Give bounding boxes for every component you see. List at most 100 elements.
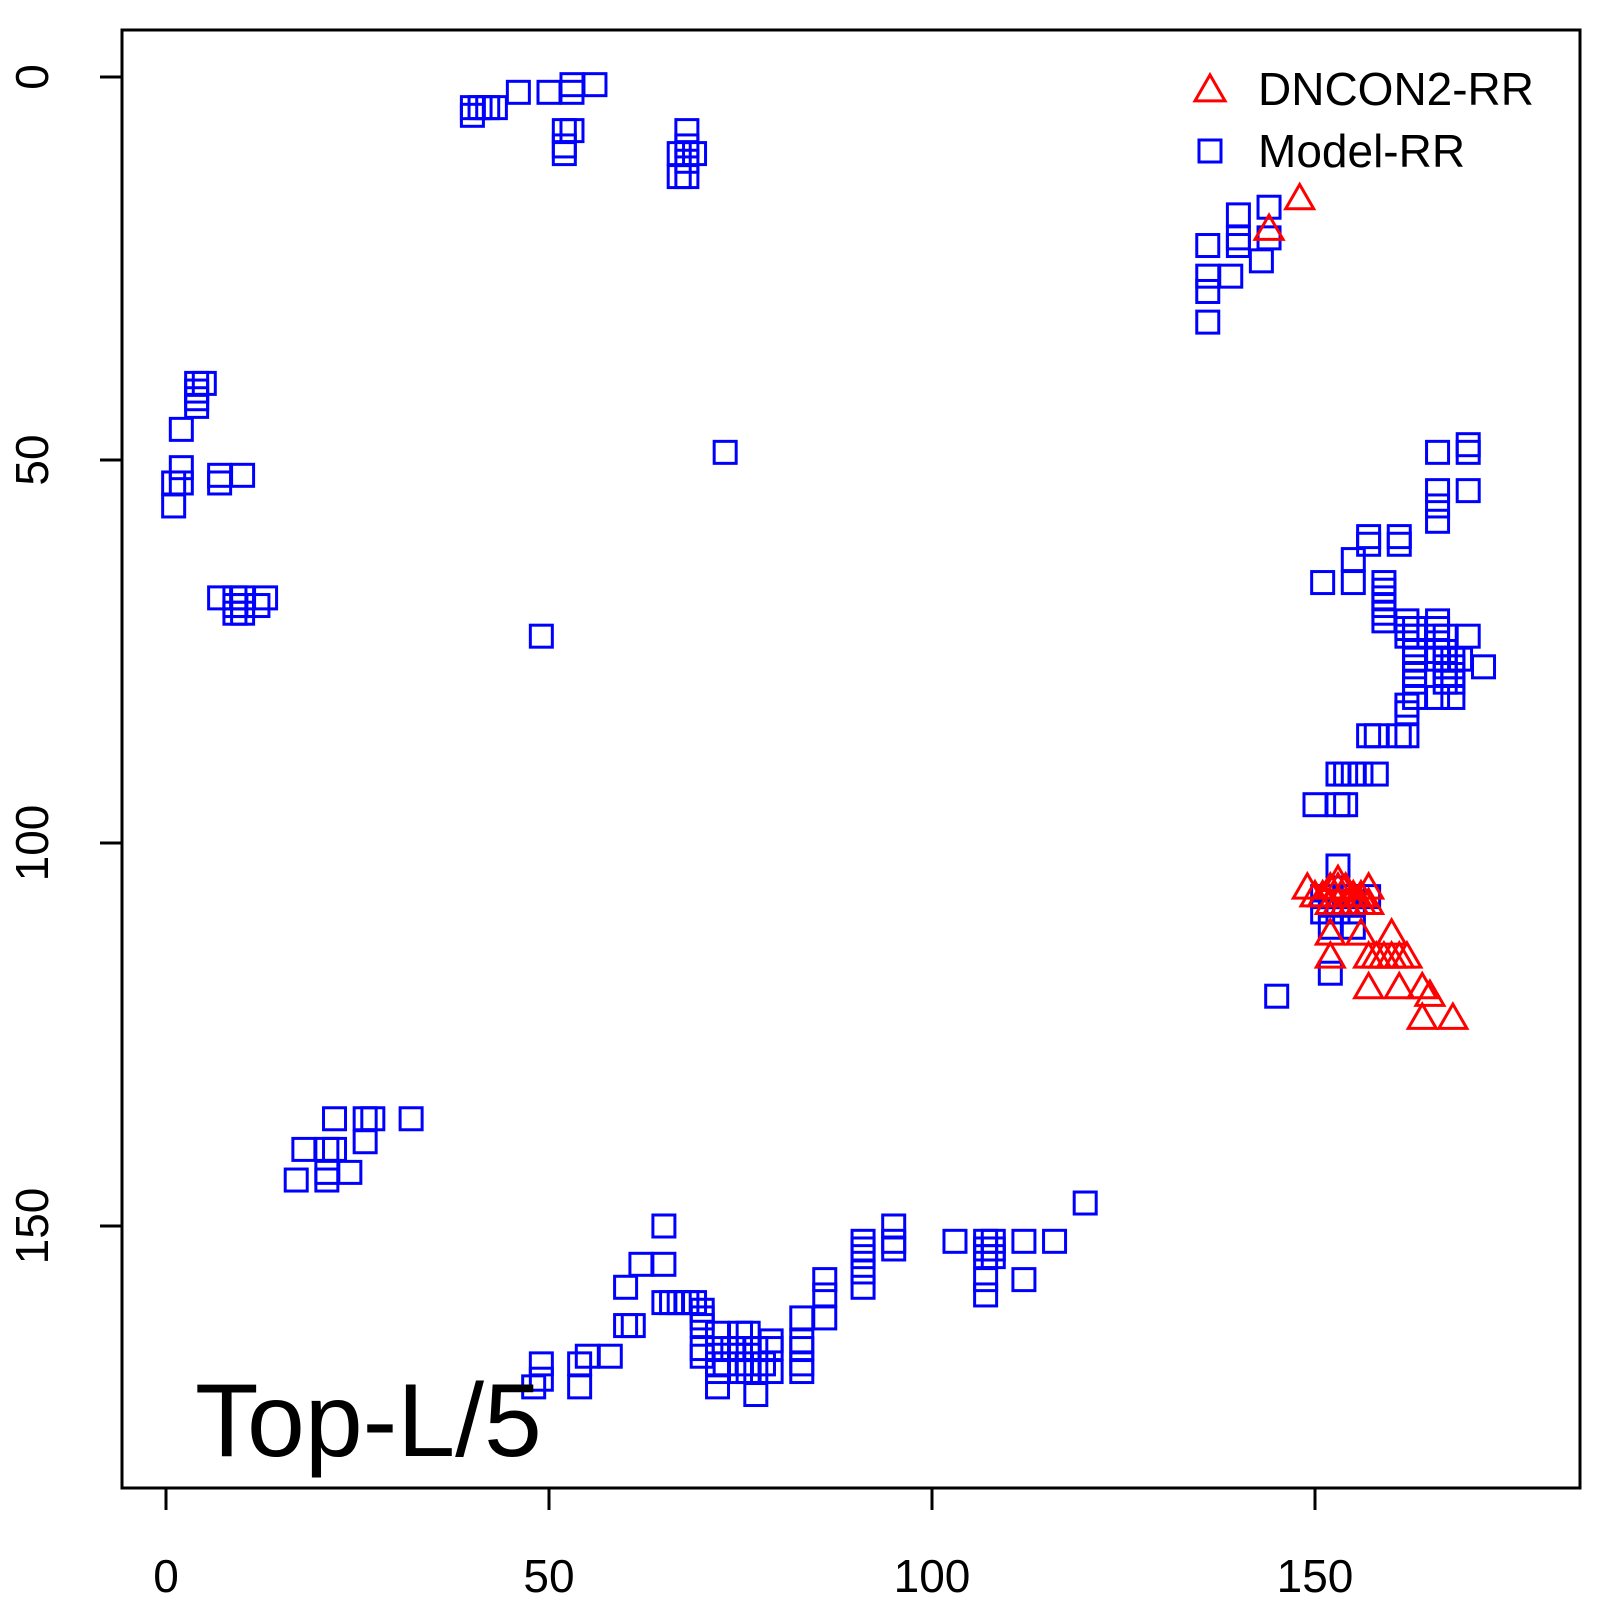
model-rr-point [705,1351,731,1377]
model-rr-point [1363,761,1389,787]
model-rr-point [567,1351,593,1377]
model-rr-point [674,1290,700,1316]
legend-square-marker [1197,138,1223,164]
model-rr-point [222,593,248,619]
dncon2-rr-point [1352,870,1386,900]
model-rr-point [398,1106,424,1132]
model-rr-point [712,439,738,465]
dncon2-rr-point [1352,970,1386,1000]
model-rr-point [1448,646,1474,672]
model-rr-point [674,118,700,144]
model-rr-point [1394,608,1420,634]
model-rr-point [1440,661,1466,687]
model-rr-point [1402,623,1428,649]
model-rr-point [1425,616,1451,642]
model-rr-point [1425,439,1451,465]
model-rr-point [482,95,508,121]
model-rr-point [1225,233,1251,259]
model-rr-series [161,72,1497,1408]
model-rr-point [980,1228,1006,1254]
model-rr-point [881,1236,907,1262]
model-rr-point [1310,570,1336,596]
model-rr-point [728,1359,753,1385]
model-rr-point [559,72,585,98]
model-rr-point [184,386,210,412]
model-rr-point [689,1336,715,1362]
model-rr-point [222,600,248,626]
model-rr-point [322,1136,348,1162]
model-rr-point [789,1359,815,1385]
model-rr-point [973,1228,999,1254]
model-rr-point [682,1290,708,1316]
model-rr-point [1195,309,1221,335]
model-rr-point [651,1290,677,1316]
model-rr-point [168,416,194,442]
model-rr-point [528,1366,554,1392]
model-rr-point [1432,646,1458,672]
model-rr-point [597,1343,623,1369]
model-rr-point [1256,194,1282,220]
model-rr-point [559,118,585,144]
model-rr-point [467,95,493,121]
model-rr-point [1425,478,1451,504]
model-rr-point [1440,646,1466,672]
model-rr-point [1425,508,1451,534]
model-rr-point [1402,669,1428,695]
model-rr-point [222,585,248,611]
dncon2-rr-point [1283,181,1317,211]
model-rr-point [314,1167,340,1193]
y-axis: 0 50 100 150 [6,64,124,1265]
model-rr-point [1432,639,1458,664]
model-rr-point [1432,654,1458,680]
model-rr-point [1425,684,1451,710]
model-rr-point [1394,692,1420,718]
model-rr-point [789,1351,815,1377]
model-rr-point [184,370,210,396]
model-rr-point [674,148,700,174]
model-rr-point [1440,669,1466,695]
model-rr-point [1248,248,1274,274]
model-rr-point [559,79,585,105]
model-rr-point [1455,439,1481,465]
model-rr-point [659,1290,685,1316]
model-rr-point [1011,1228,1037,1254]
model-rr-point [1264,983,1290,1009]
model-rr-point [812,1267,838,1293]
model-rr-point [850,1244,876,1270]
model-rr-point [1432,661,1458,687]
model-rr-point [475,95,501,121]
dncon2-rr-point [1290,870,1324,900]
model-rr-point [973,1244,999,1270]
model-rr-point [942,1228,968,1254]
model-rr-point [1455,432,1481,458]
model-rr-point [850,1236,876,1262]
model-rr-point [620,1313,646,1339]
model-rr-point [1325,792,1351,818]
dncon2-rr-point [1405,1001,1439,1030]
model-rr-point [728,1336,753,1362]
model-rr-point [352,1129,378,1155]
model-rr-point [245,593,271,619]
dncon2-rr-point [1306,878,1340,908]
dncon2-rr-series [1252,181,1470,1030]
model-rr-point [1042,1228,1068,1254]
model-rr-point [674,133,700,159]
model-rr-point [1195,278,1221,304]
dncon2-rr-point [1344,916,1378,946]
model-rr-point [1425,623,1451,649]
model-rr-point [352,1106,378,1132]
model-rr-point [230,600,256,626]
model-rr-point [253,585,279,611]
model-rr-point [758,1336,784,1362]
model-rr-point [1317,960,1343,986]
model-rr-point [689,1305,715,1331]
model-rr-point [735,1320,761,1346]
model-rr-point [1356,723,1382,749]
model-rr-point [1325,853,1351,879]
y-tick-label: 150 [6,1188,58,1265]
model-rr-point [973,1236,999,1262]
model-rr-point [528,623,554,649]
model-rr-point [1356,524,1382,550]
model-rr-point [980,1236,1006,1262]
